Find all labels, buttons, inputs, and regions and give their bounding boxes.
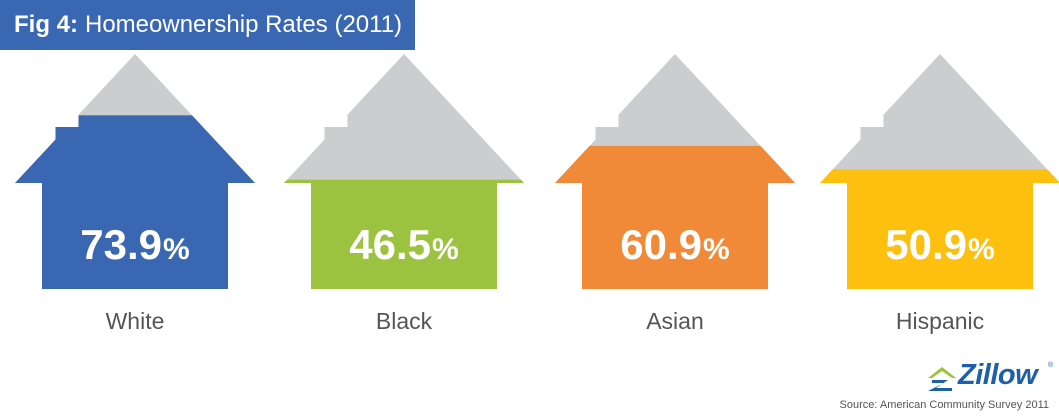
zillow-house-icon: [928, 367, 956, 391]
chart-title-box: Fig 4: Homeownership Rates (2011): [0, 0, 415, 50]
houses-group: 73.9% White 46.5% Black 60.9% Asian 50.9% Hispa…: [15, 54, 1059, 334]
data-label-white: 73.9%: [80, 221, 189, 268]
bar-black: [284, 179, 524, 289]
category-label-black: Black: [376, 308, 433, 334]
registered-mark: ®: [1048, 362, 1054, 369]
house-hispanic: 50.9% Hispanic: [820, 54, 1059, 334]
category-label-asian: Asian: [646, 308, 704, 334]
figure-number: Fig 4:: [14, 11, 78, 38]
bar-white: [15, 115, 255, 289]
bar-asian: [555, 145, 795, 289]
zillow-logo: Zillow ®: [926, 358, 1054, 392]
house-black: 46.5% Black: [284, 54, 524, 334]
category-label-hispanic: Hispanic: [896, 308, 984, 334]
bar-hispanic: [820, 169, 1059, 289]
house-asian: 60.9% Asian: [555, 54, 795, 334]
house-white: 73.9% White: [15, 54, 255, 334]
data-label-black: 46.5%: [349, 221, 458, 268]
data-label-asian: 60.9%: [620, 221, 729, 268]
source-note: Source: American Community Survey 2011: [839, 399, 1050, 411]
data-label-hispanic: 50.9%: [885, 221, 994, 268]
chart-title: Homeownership Rates (2011): [85, 11, 403, 38]
zillow-logo-text: Zillow: [958, 359, 1038, 391]
category-label-white: White: [106, 308, 165, 334]
